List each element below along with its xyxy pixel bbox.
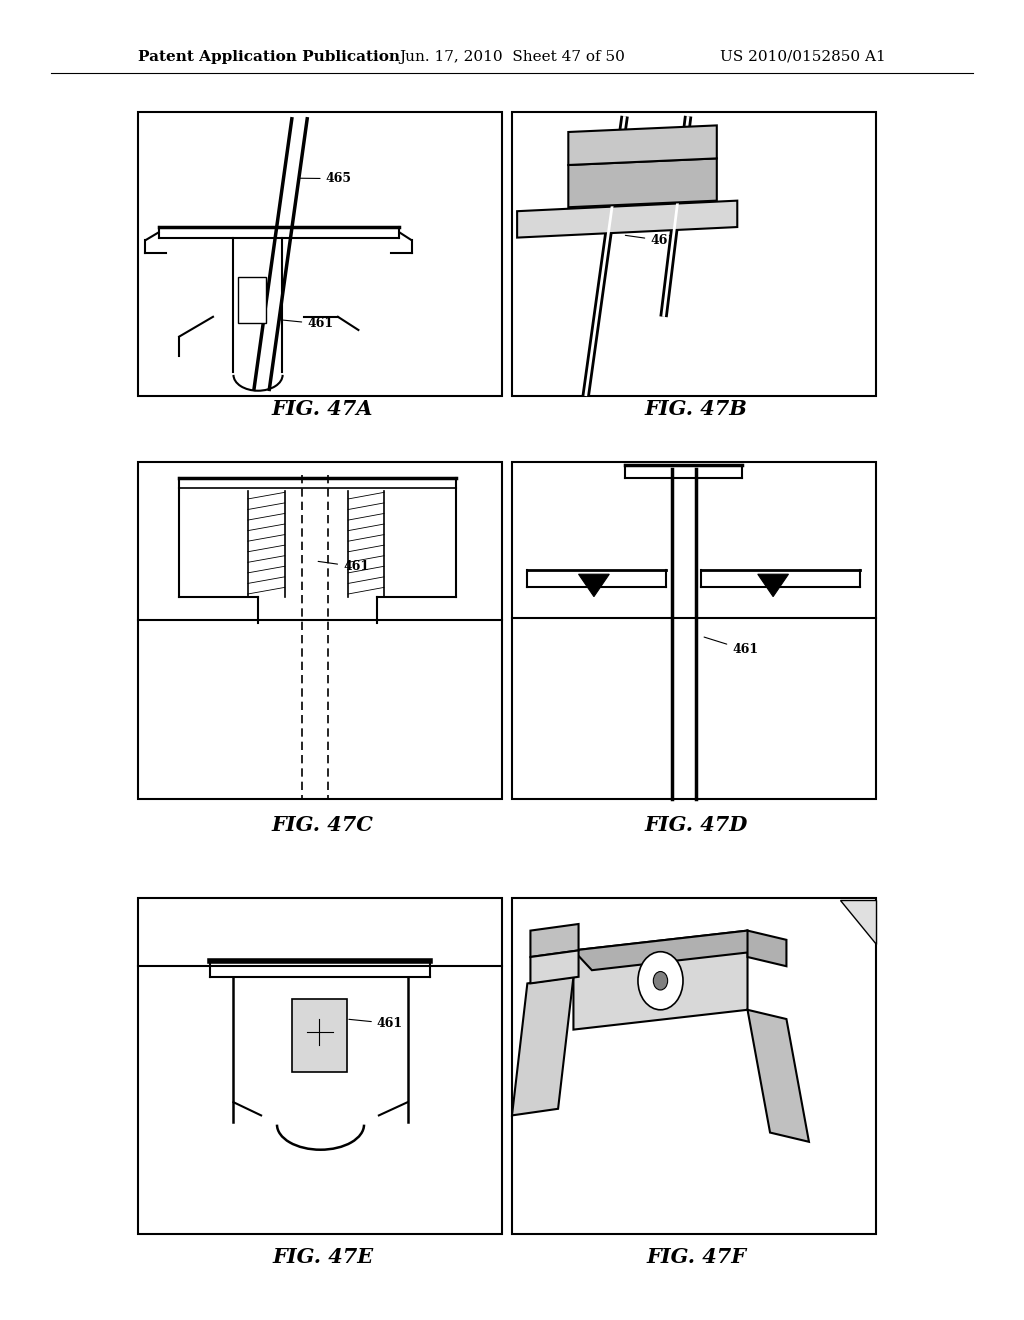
Bar [512, 898, 876, 1234]
Text: FIG. 47B: FIG. 47B [645, 399, 748, 420]
Text: Jun. 17, 2010  Sheet 47 of 50: Jun. 17, 2010 Sheet 47 of 50 [399, 50, 625, 63]
Text: 465: 465 [300, 172, 351, 185]
Text: 461: 461 [280, 317, 334, 330]
Polygon shape [573, 931, 766, 970]
Text: FIG. 47A: FIG. 47A [271, 399, 374, 420]
Polygon shape [512, 977, 573, 1115]
Bar [138, 112, 502, 396]
Polygon shape [579, 574, 609, 597]
Text: FIG. 47F: FIG. 47F [646, 1246, 746, 1267]
Text: FIG. 47E: FIG. 47E [272, 1246, 373, 1267]
Text: FIG. 47D: FIG. 47D [645, 814, 748, 836]
Bar [138, 898, 502, 1234]
Polygon shape [840, 900, 876, 944]
Polygon shape [530, 924, 579, 957]
Text: 461: 461 [626, 234, 677, 247]
Bar [292, 999, 347, 1072]
Polygon shape [530, 950, 579, 983]
Polygon shape [748, 931, 786, 966]
Bar [238, 277, 266, 323]
Text: Patent Application Publication: Patent Application Publication [138, 50, 400, 63]
Polygon shape [568, 125, 717, 165]
Text: 461: 461 [318, 560, 370, 573]
Circle shape [653, 972, 668, 990]
Bar [138, 462, 502, 799]
Bar [512, 462, 876, 799]
Polygon shape [517, 201, 737, 238]
Text: US 2010/0152850 A1: US 2010/0152850 A1 [720, 50, 886, 63]
Circle shape [638, 952, 683, 1010]
Bar [512, 112, 876, 396]
Polygon shape [568, 158, 717, 207]
Text: FIG. 47C: FIG. 47C [271, 814, 374, 836]
Polygon shape [758, 574, 788, 597]
Polygon shape [748, 1010, 809, 1142]
Polygon shape [573, 931, 748, 1030]
Text: 461: 461 [705, 638, 759, 656]
Text: 461: 461 [349, 1016, 403, 1030]
